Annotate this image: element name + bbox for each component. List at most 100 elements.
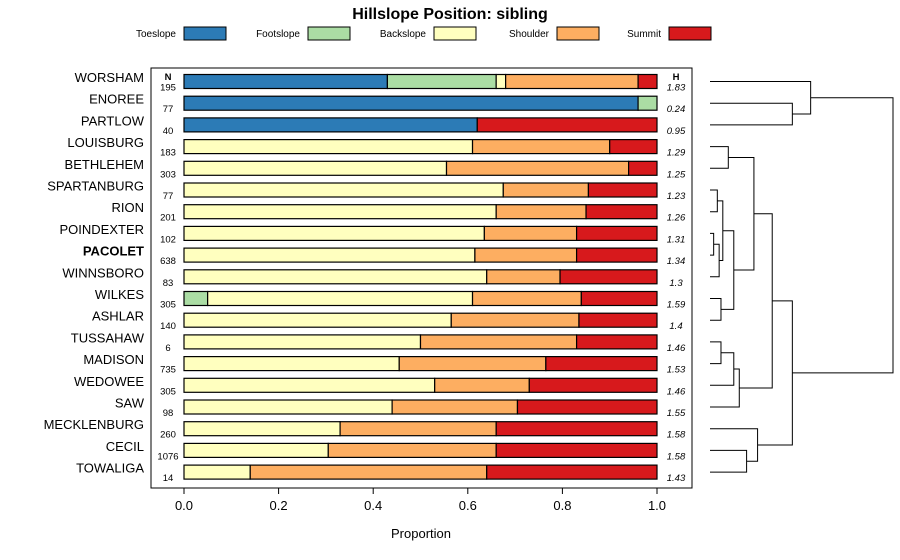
- bar-segment-shoulder: [327, 442, 497, 458]
- bar-segment-shoulder: [419, 334, 578, 350]
- row-label: SPARTANBURG: [47, 179, 144, 194]
- legend-swatch-shoulder: [556, 26, 600, 41]
- row-mecklenburg: MECKLENBURG 260 1.58: [44, 417, 686, 441]
- n-value: 260: [160, 430, 176, 441]
- dendrogram-link: [717, 200, 724, 262]
- dendrogram-link: [739, 213, 773, 389]
- bar-segment-summit: [587, 182, 658, 198]
- bar-segment-summit: [476, 117, 658, 133]
- x-tick-label: 1.0: [648, 498, 666, 513]
- h-value: 1.3: [669, 278, 683, 289]
- legend: Toeslope Footslope Backslope Shoulder Summit: [136, 26, 712, 41]
- bar-segment-toeslope: [183, 95, 639, 111]
- row-label: MADISON: [83, 352, 144, 367]
- row-madison: MADISON 735 1.53: [83, 352, 686, 376]
- h-value: 1.59: [667, 300, 686, 311]
- bar-segment-summit: [575, 225, 658, 241]
- bar-segment-footslope: [637, 95, 658, 111]
- n-value: 201: [160, 213, 176, 224]
- bar-segment-toeslope: [183, 73, 388, 90]
- row-label: TUSSAHAW: [71, 330, 145, 345]
- chart-title: Hillslope Position: sibling: [352, 6, 548, 23]
- h-value: 0.95: [667, 126, 686, 137]
- legend-label-backslope: Backslope: [380, 29, 427, 40]
- bar-segment-summit: [578, 312, 658, 328]
- x-axis-title: Proportion: [391, 526, 451, 541]
- dendrogram: [710, 81, 894, 473]
- bar-segment-shoulder: [339, 421, 497, 437]
- bar-segment-shoulder: [398, 356, 547, 372]
- legend-label-toeslope: Toeslope: [136, 29, 176, 40]
- h-value: 1.58: [667, 451, 686, 462]
- legend-swatch-backslope: [433, 26, 477, 41]
- row-saw: SAW 98 1.55: [115, 396, 686, 420]
- row-label: WILKES: [95, 287, 144, 302]
- x-axis: 0.0 0.2 0.4 0.6 0.8 1.0: [175, 488, 666, 513]
- row-partlow: PARTLOW 40 0.95: [81, 113, 686, 136]
- h-value: 1.46: [667, 386, 686, 397]
- bar-segment-summit: [575, 334, 658, 350]
- bar-segment-backslope: [183, 247, 476, 263]
- bar-segment-backslope: [183, 334, 422, 350]
- bar-segment-shoulder: [249, 464, 488, 480]
- dendrogram-link: [728, 156, 755, 271]
- h-value: 1.46: [667, 343, 686, 354]
- row-rion: RION 201 1.26: [112, 200, 686, 224]
- n-value: 195: [160, 83, 176, 94]
- bar-segment-summit: [585, 204, 658, 220]
- bar-segment-shoulder: [502, 182, 590, 198]
- dendrogram-link: [710, 81, 812, 115]
- n-header: N: [165, 72, 172, 83]
- row-louisburg: LOUISBURG 183 1.29: [67, 135, 686, 159]
- h-value: 1.26: [667, 213, 686, 224]
- row-label: WEDOWEE: [74, 374, 144, 389]
- bar-segment-summit: [528, 377, 658, 393]
- dendrogram-link: [710, 189, 718, 213]
- h-value: 1.43: [667, 473, 686, 484]
- h-value: 1.34: [667, 256, 686, 267]
- bar-segment-shoulder: [445, 160, 630, 176]
- row-label: TOWALIGA: [76, 461, 144, 476]
- bar-segment-backslope: [183, 182, 504, 198]
- row-label: PARTLOW: [81, 113, 145, 128]
- x-tick-label: 0.6: [459, 498, 477, 513]
- legend-swatch-footslope: [307, 26, 351, 41]
- row-bethlehem: BETHLEHEM 303 1.25: [65, 157, 686, 181]
- dendrogram-link: [792, 97, 894, 374]
- n-value: 98: [163, 408, 174, 419]
- dendrogram-link: [710, 232, 715, 256]
- h-value: 0.24: [667, 104, 686, 115]
- x-tick-label: 0.4: [364, 498, 382, 513]
- row-label: WINNSBORO: [62, 265, 144, 280]
- dendrogram-link: [710, 243, 720, 278]
- row-winnsboro: WINNSBORO 83 1.3: [62, 265, 683, 289]
- h-value: 1.4: [669, 321, 682, 332]
- row-tussahaw: TUSSAHAW 6 1.46: [71, 330, 686, 354]
- dendrogram-link: [710, 146, 729, 169]
- dendrogram-link: [710, 352, 735, 386]
- bar-segment-shoulder: [505, 73, 639, 90]
- row-label: PACOLET: [83, 244, 144, 259]
- bar-segment-backslope: [495, 73, 507, 90]
- row-label: ASHLAR: [92, 309, 144, 324]
- bar-segment-summit: [628, 160, 658, 176]
- legend-swatch-summit: [668, 26, 712, 41]
- n-value: 735: [160, 365, 176, 376]
- bar-segment-summit: [545, 356, 658, 372]
- n-value: 83: [163, 278, 174, 289]
- x-tick-label: 0.0: [175, 498, 193, 513]
- bar-segment-summit: [575, 247, 658, 263]
- n-value: 305: [160, 300, 176, 311]
- legend-label-summit: Summit: [627, 29, 661, 40]
- bar-segment-backslope: [207, 290, 474, 307]
- n-value: 305: [160, 386, 176, 397]
- x-tick-label: 0.2: [270, 498, 288, 513]
- legend-swatch-toeslope: [183, 26, 227, 41]
- n-value: 6: [165, 343, 170, 354]
- row-label: POINDEXTER: [59, 222, 144, 237]
- row-spartanburg: SPARTANBURG 77 1.23: [47, 179, 686, 203]
- bar-segment-backslope: [183, 225, 485, 241]
- h-value: 1.23: [667, 191, 686, 202]
- row-worsham: WORSHAM 195 1.83: [75, 70, 686, 94]
